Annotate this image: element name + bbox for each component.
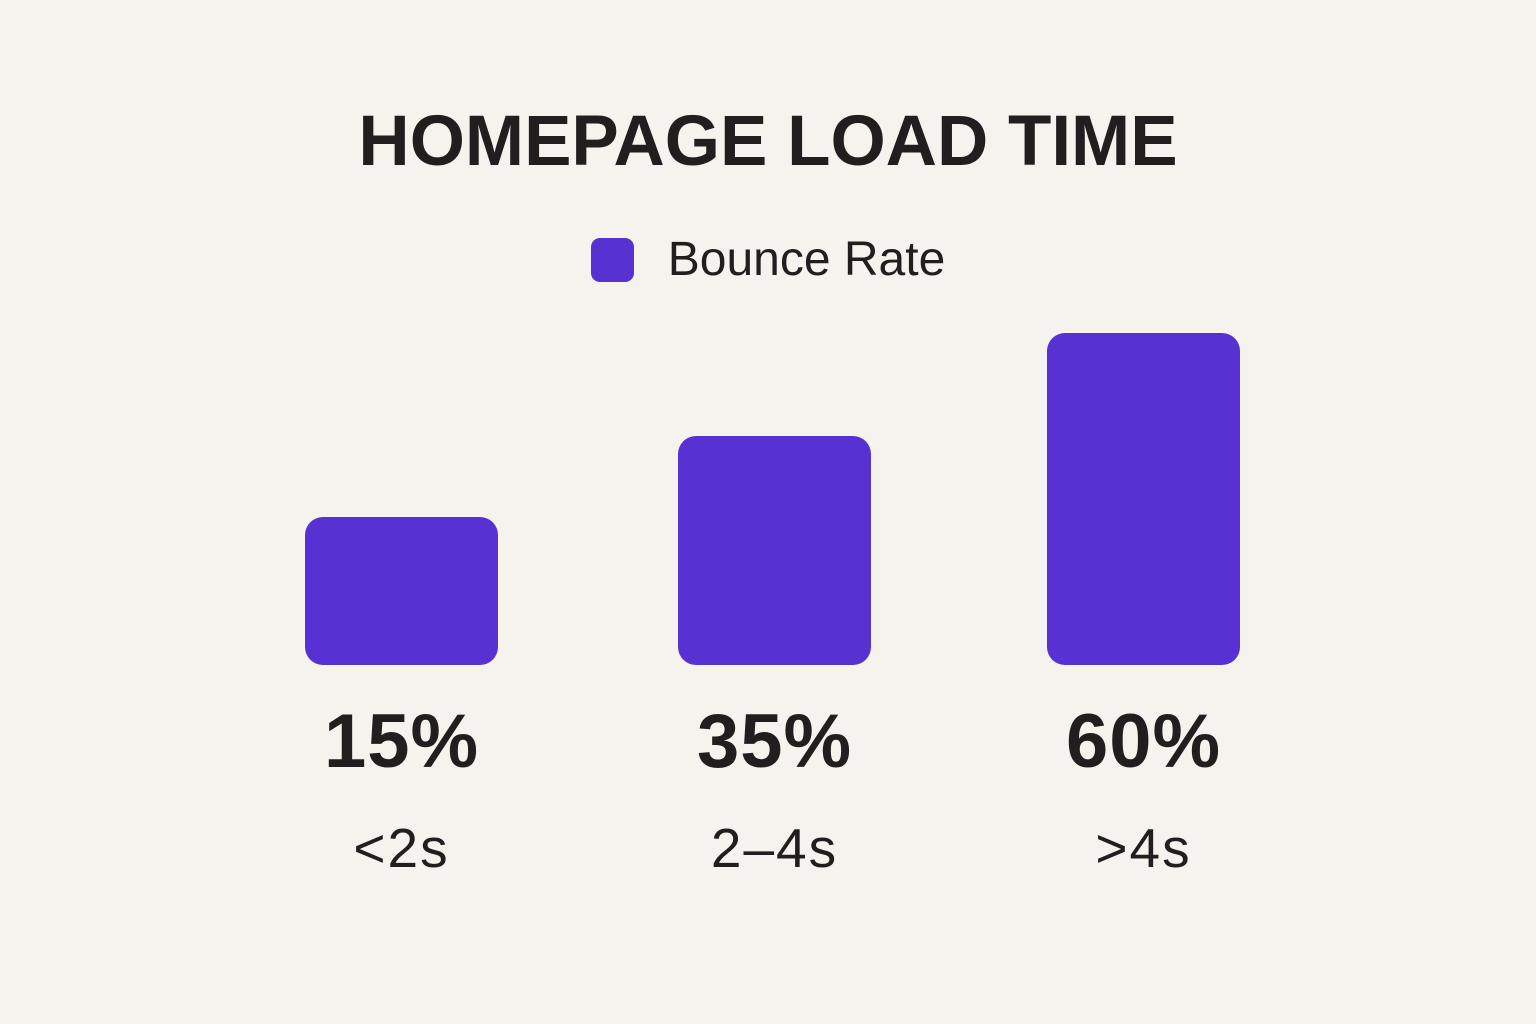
legend: Bounce Rate <box>0 236 1536 284</box>
bar-bounce-rate-under-2s <box>305 517 498 665</box>
value-label-under-2s: 15% <box>323 699 480 784</box>
bar-bounce-rate-over-4s <box>1047 333 1240 665</box>
legend-label: Bounce Rate <box>667 233 946 286</box>
legend-swatch-icon <box>590 238 634 282</box>
category-label-over-4s: >4s <box>1095 817 1192 879</box>
bar-bounce-rate-2-to-4s <box>678 436 871 665</box>
category-label-under-2s: <2s <box>353 817 450 879</box>
chart-title: HOMEPAGE LOAD TIME <box>358 102 1178 181</box>
value-label-2-to-4s: 35% <box>696 699 853 784</box>
category-label-2-to-4s: 2–4s <box>710 817 839 879</box>
value-label-over-4s: 60% <box>1065 699 1222 784</box>
